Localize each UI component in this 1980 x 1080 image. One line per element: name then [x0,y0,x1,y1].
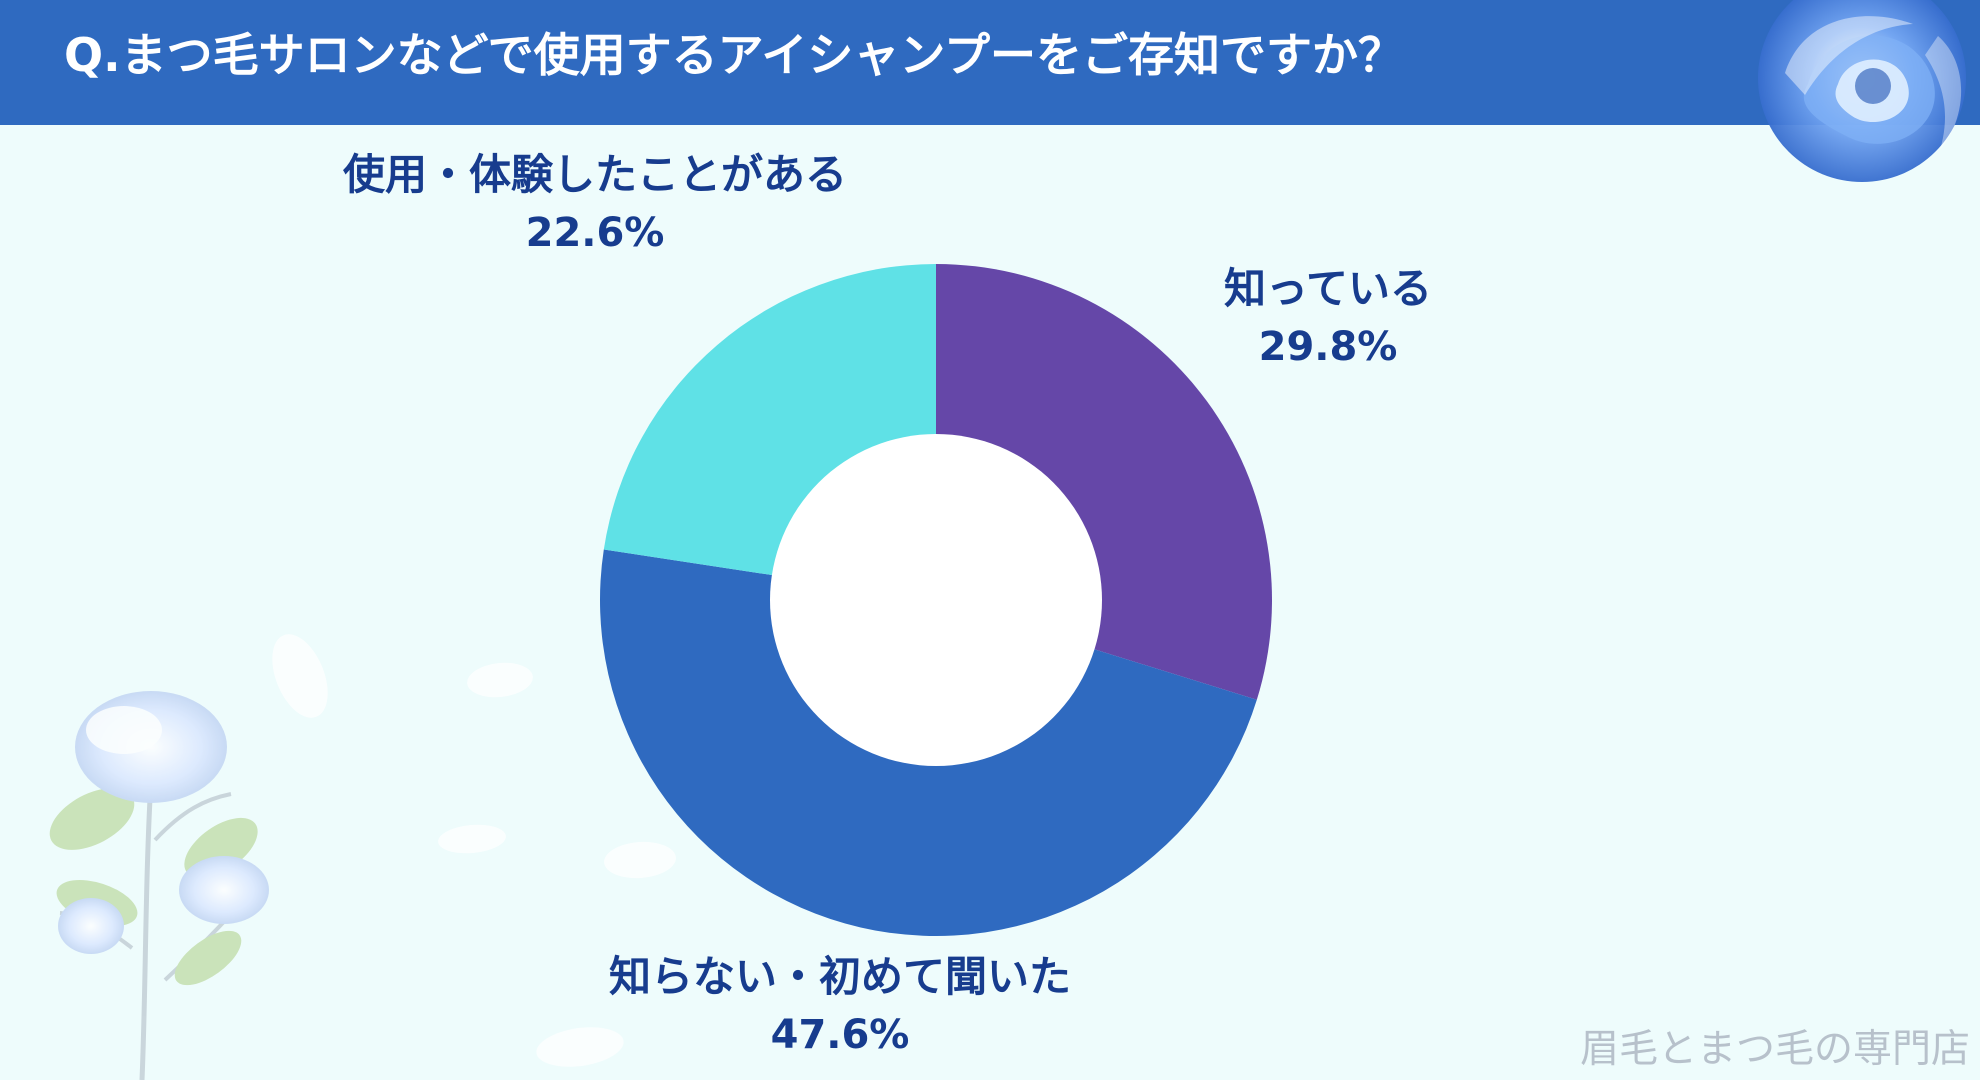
donut-hole [770,434,1102,766]
header-bar: Q.まつ毛サロンなどで使用するアイシャンプーをご存知ですか？ [0,0,1980,125]
legend-label-knows: 知っている [1224,264,1432,313]
data-label-knows: 29.8% [1258,324,1398,371]
watermark-text: 眉毛とまつ毛の専門店 [1579,1027,1970,1072]
label-used: 使用・体験したことがある 22.6% [310,150,880,258]
data-label-used: 22.6% [525,210,665,257]
label-knows: 知っている 29.8% [1178,264,1478,372]
data-label-unknown: 47.6% [770,1012,910,1059]
legend-label-unknown: 知らない・初めて聞いた [608,952,1071,1001]
page-title: Q.まつ毛サロンなどで使用するアイシャンプーをご存知ですか？ [64,28,1404,82]
legend-label-used: 使用・体験したことがある [342,150,847,199]
label-unknown: 知らない・初めて聞いた 47.6% [570,952,1110,1060]
